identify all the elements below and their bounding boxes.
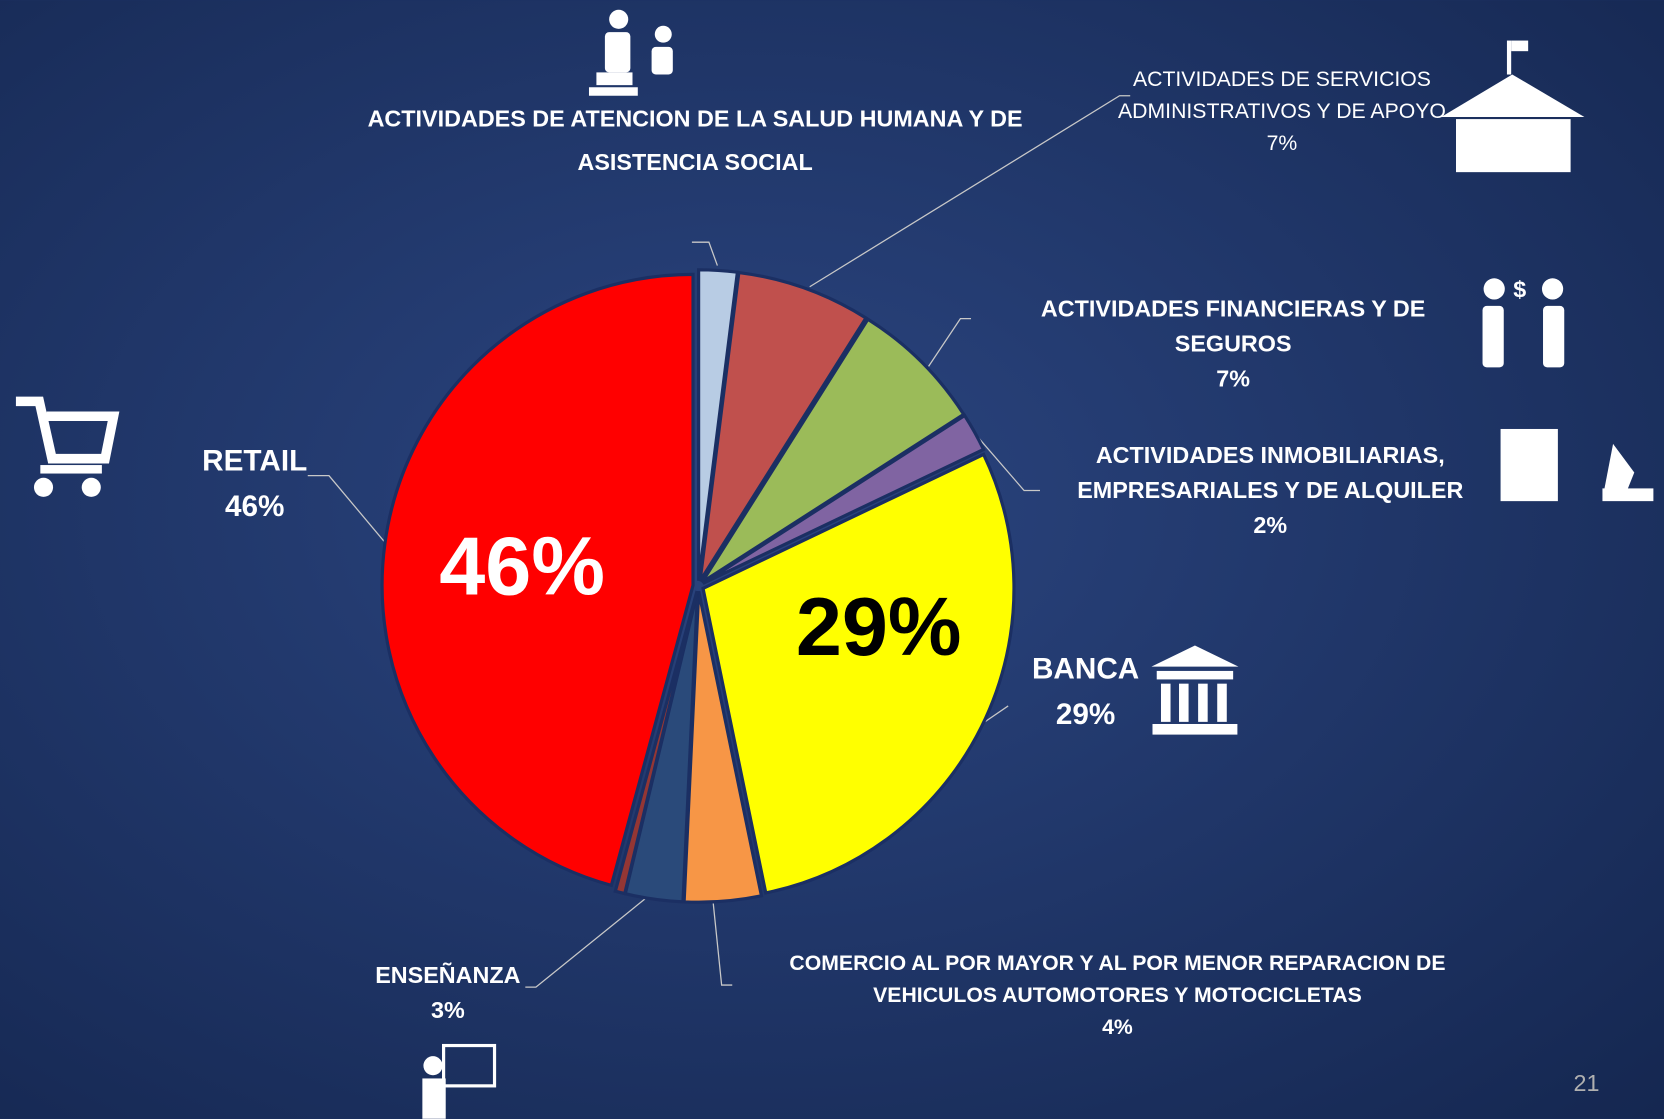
icons: $ <box>15 9 1654 1119</box>
slice-label: COMERCIO AL POR MAYOR Y AL POR MENOR REP… <box>757 948 1479 1044</box>
pie-slice <box>701 452 1016 895</box>
label-box: RETAIL 46% <box>170 437 340 529</box>
label-box: ACTIVIDADES INMOBILIARIAS, EMPRESARIALES… <box>1058 437 1482 542</box>
pie-slice <box>613 590 699 896</box>
slice-label: ACTIVIDADES FINANCIERAS Y DE SEGUROS 7% <box>1021 291 1445 396</box>
pie-slice <box>380 272 695 888</box>
label-box: ACTIVIDADES DE SERVICIOS ADMINISTRATIVOS… <box>1117 64 1446 160</box>
label-box: ACTIVIDADES DE ATENCION DE LA SALUD HUMA… <box>356 98 1035 184</box>
leader-lines <box>307 95 1131 988</box>
value-label: 3% <box>430 996 465 1024</box>
slice-label: ACTIVIDADES INMOBILIARIAS, EMPRESARIALES… <box>1058 437 1482 542</box>
slice-label: ENSEÑANZA 3% <box>342 957 554 1027</box>
icon-bank <box>1151 645 1239 735</box>
value-label: 7% <box>1216 365 1251 392</box>
pie-slice <box>698 270 869 582</box>
icon-finance: $ <box>1482 276 1565 368</box>
category-label: BANCA <box>1031 651 1140 685</box>
category-label: ENSEÑANZA <box>375 961 521 989</box>
icon-cart <box>15 396 120 497</box>
slice-label: RETAIL 46% <box>170 437 340 529</box>
page-number: 21 <box>1574 1070 1600 1096</box>
value-label: 46% <box>224 489 285 523</box>
category-label: COMERCIO AL POR MAYOR Y AL POR MENOR REP… <box>789 952 1446 1008</box>
slice-label: ACTIVIDADES DE SERVICIOS ADMINISTRATIVOS… <box>1117 64 1446 160</box>
big-value-label: 46% <box>439 520 605 613</box>
value-label: 29% <box>1055 697 1116 731</box>
value-label: 4% <box>1102 1015 1133 1040</box>
category-label: ACTIVIDADES INMOBILIARIAS, EMPRESARIALES… <box>1077 441 1464 504</box>
category-label: ACTIVIDADES DE ATENCION DE LA SALUD HUMA… <box>367 105 1023 176</box>
value-label: 7% <box>1266 131 1298 156</box>
pie-slice <box>702 413 986 585</box>
label-box: ACTIVIDADES FINANCIERAS Y DE SEGUROS 7% <box>1021 291 1445 396</box>
big-value-label: 29% <box>796 580 962 673</box>
label-box: ENSEÑANZA 3% <box>342 957 554 1027</box>
slice-label: ACTIVIDADES DE ATENCION DE LA SALUD HUMA… <box>356 98 1035 184</box>
label-box: COMERCIO AL POR MAYOR Y AL POR MENOR REP… <box>757 948 1479 1044</box>
label-box: BANCA 29% <box>1017 645 1155 737</box>
labels: ACTIVIDADES DE ATENCION DE LA SALUD HUMA… <box>170 64 1482 1044</box>
svg-text:$: $ <box>1513 276 1526 302</box>
slice-label: BANCA 29% <box>1017 645 1155 737</box>
icon-teacher <box>422 1043 497 1119</box>
category-label: RETAIL <box>202 443 308 477</box>
icon-people <box>588 9 673 96</box>
pie-slice <box>700 317 966 584</box>
category-label: ACTIVIDADES DE SERVICIOS ADMINISTRATIVOS… <box>1118 68 1446 124</box>
pie <box>380 268 1016 904</box>
category-label: ACTIVIDADES FINANCIERAS Y DE SEGUROS <box>1040 295 1426 357</box>
icon-buildings <box>1500 428 1654 502</box>
value-label: 2% <box>1253 511 1288 539</box>
icon-school <box>1441 40 1585 173</box>
